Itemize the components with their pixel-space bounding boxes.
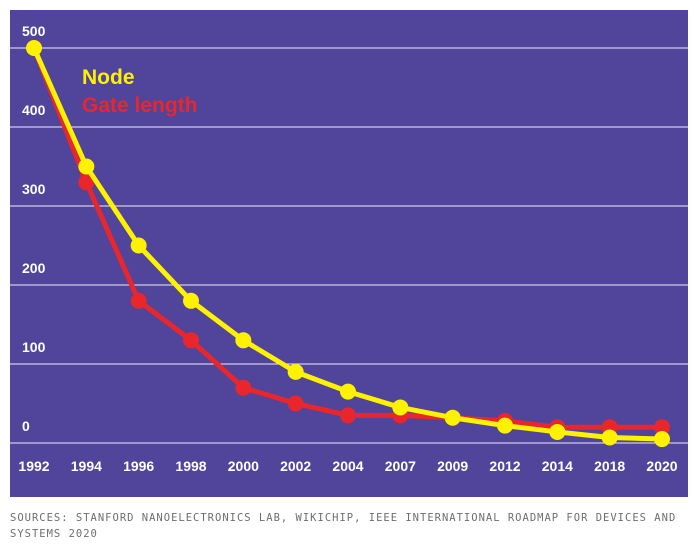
- data-point: [183, 292, 199, 309]
- data-point: [340, 407, 356, 424]
- data-point: [654, 419, 670, 436]
- x-tick-label: 2009: [437, 458, 468, 474]
- line-chart: 0 100 200 300 400 500 1992 1994 1996 1998 2000 200…: [10, 23, 688, 474]
- y-axis-ticks: 0 100 200 300 400 500: [22, 23, 46, 434]
- data-point: [130, 292, 147, 309]
- series-node: [26, 40, 670, 448]
- data-point: [78, 158, 95, 175]
- data-point: [340, 383, 356, 400]
- data-point: [130, 237, 147, 254]
- data-point: [601, 429, 618, 446]
- data-point: [235, 379, 252, 396]
- x-tick-label: 2007: [385, 458, 416, 474]
- legend-entry: Gate length: [82, 94, 198, 117]
- data-point: [26, 40, 42, 56]
- y-tick-label: 300: [22, 181, 46, 197]
- data-point: [78, 174, 95, 191]
- y-tick-label: 200: [22, 260, 46, 276]
- x-tick-label: 2000: [228, 458, 259, 474]
- y-tick-label: 500: [22, 23, 46, 39]
- x-tick-label: 2002: [280, 458, 311, 474]
- data-point: [235, 332, 252, 349]
- x-tick-label: 1998: [175, 458, 206, 474]
- x-axis-ticks: 1992 1994 1996 1998 2000 2002 2004 2007 2009 2012…: [18, 458, 677, 474]
- data-point: [549, 423, 566, 440]
- source-caption: SOURCES: STANFORD NANOELECTRONICS LAB, W…: [10, 512, 677, 540]
- x-tick-label: 2018: [594, 458, 625, 474]
- grid-lines: [10, 47, 688, 444]
- data-point: [497, 417, 513, 434]
- data-point: [287, 363, 304, 380]
- legend-entry: Node: [82, 66, 135, 89]
- series-layer: [26, 40, 670, 448]
- data-point: [654, 431, 670, 448]
- y-tick-label: 100: [22, 339, 46, 355]
- x-tick-label: 1996: [123, 458, 154, 474]
- x-tick-label: 1994: [71, 458, 102, 474]
- x-tick-label: 2004: [332, 458, 363, 474]
- x-tick-label: 2012: [489, 458, 520, 474]
- x-tick-label: 1992: [18, 458, 49, 474]
- y-tick-label: 400: [22, 102, 46, 118]
- data-point: [392, 399, 409, 416]
- x-tick-label: 2014: [542, 458, 573, 474]
- x-tick-label: 2020: [646, 458, 677, 474]
- data-point: [444, 409, 461, 426]
- data-point: [183, 332, 199, 349]
- legend: Node Gate length: [82, 66, 198, 117]
- y-tick-label: 0: [22, 418, 30, 434]
- data-point: [287, 395, 304, 412]
- chart-panel: 0 100 200 300 400 500 1992 1994 1996 1998 2000 200…: [10, 10, 688, 497]
